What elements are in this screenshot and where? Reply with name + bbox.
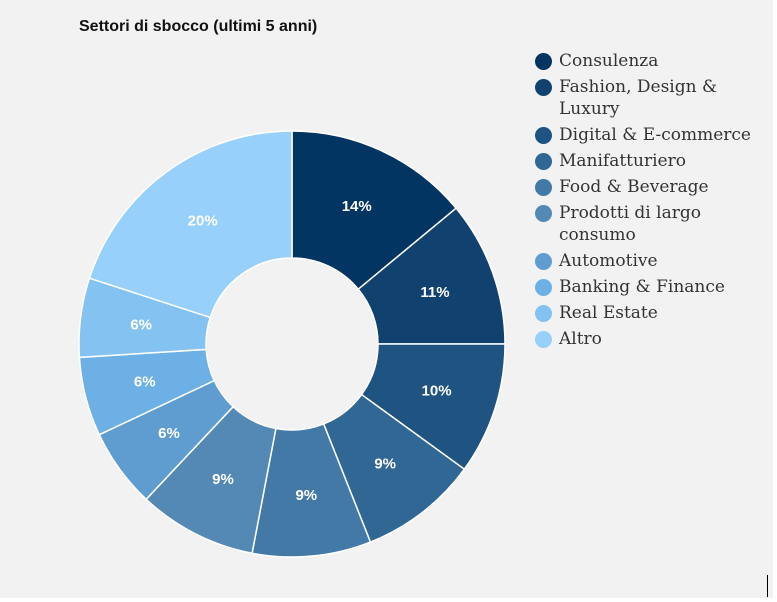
legend-label: Automotive: [559, 251, 658, 271]
slice-value-label-7: 6%: [134, 373, 156, 390]
slice-value-label-8: 6%: [130, 316, 152, 333]
legend-label: Fashion, Design &: [559, 77, 718, 97]
legend-swatch: [535, 253, 552, 270]
legend-item-consulenza: Consulenza: [535, 50, 765, 72]
donut-slice-0: [291, 130, 458, 291]
slice-value-label-1: 11%: [420, 284, 449, 301]
legend-swatch: [535, 53, 552, 70]
legend-label: Prodotti di largo: [559, 203, 701, 223]
legend-item-food: Food & Beverage: [535, 176, 765, 198]
donut-slice-1: [357, 207, 506, 345]
legend-item-digital: Digital & E-commerce: [535, 124, 765, 146]
legend: Consulenza Fashion, Design & Luxury Digi…: [535, 50, 765, 354]
legend-swatch: [535, 279, 552, 296]
slice-value-label-9: 20%: [188, 213, 218, 230]
legend-swatch: [535, 205, 552, 222]
legend-swatch: [535, 79, 552, 96]
legend-item-manifatturiero: Manifatturiero: [535, 150, 765, 172]
legend-label-cont: consumo: [559, 225, 636, 245]
legend-swatch: [535, 127, 552, 144]
slice-value-label-0: 14%: [342, 198, 372, 215]
legend-swatch: [535, 331, 552, 348]
legend-item-prodotti: Prodotti di largo consumo: [535, 202, 765, 246]
legend-item-banking: Banking & Finance: [535, 276, 765, 298]
legend-label-cont: Luxury: [559, 99, 620, 119]
panel-edge-right: [773, 0, 777, 601]
legend-item-real-estate: Real Estate: [535, 302, 765, 324]
legend-label: Manifatturiero: [559, 151, 686, 171]
donut-slice-2: [360, 343, 506, 471]
panel-edge-bottom: [0, 598, 777, 602]
slice-value-label-6: 6%: [158, 425, 180, 442]
legend-label: Food & Beverage: [559, 177, 709, 197]
donut-slice-9: [88, 130, 293, 319]
legend-swatch: [535, 153, 552, 170]
slice-value-label-3: 9%: [374, 456, 396, 473]
legend-item-fashion: Fashion, Design & Luxury: [535, 76, 765, 120]
slice-value-label-4: 9%: [295, 487, 317, 504]
text-cursor: [767, 575, 768, 597]
legend-label: Banking & Finance: [559, 277, 725, 297]
chart-title: Settori di sbocco (ultimi 5 anni): [79, 18, 318, 35]
legend-label: Real Estate: [559, 303, 658, 323]
legend-label: Consulenza: [559, 51, 659, 71]
legend-item-altro: Altro: [535, 328, 765, 350]
legend-item-automotive: Automotive: [535, 250, 765, 272]
slice-value-label-2: 10%: [422, 382, 452, 399]
legend-label: Altro: [559, 329, 602, 349]
legend-swatch: [535, 305, 552, 322]
legend-swatch: [535, 179, 552, 196]
legend-label: Digital & E-commerce: [559, 125, 751, 145]
slice-value-label-5: 9%: [212, 471, 234, 488]
